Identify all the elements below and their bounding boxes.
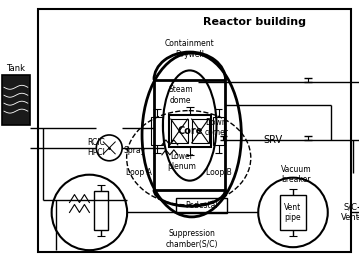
Text: Pedestal: Pedestal — [185, 201, 218, 210]
Bar — [154, 80, 226, 190]
Text: Spray: Spray — [123, 146, 145, 155]
Text: Vacuum
breaker: Vacuum breaker — [280, 165, 311, 184]
Text: Loop B: Loop B — [206, 168, 231, 177]
Text: Steam
dome: Steam dome — [169, 85, 193, 105]
Text: Down
comer: Down comer — [205, 118, 229, 138]
Text: Drywell: Drywell — [175, 50, 204, 58]
Text: Reactor building: Reactor building — [203, 17, 306, 27]
Text: SRV: SRV — [263, 135, 282, 145]
Bar — [38, 9, 351, 252]
Bar — [151, 117, 163, 145]
Text: Containment: Containment — [165, 39, 214, 48]
Bar — [2, 75, 30, 125]
Text: S/C
Vent: S/C Vent — [341, 203, 360, 222]
Bar — [280, 194, 306, 230]
Circle shape — [96, 135, 122, 161]
Text: RCIC
HPCI: RCIC HPCI — [87, 138, 105, 157]
Text: Suppression
chamber(S/C): Suppression chamber(S/C) — [165, 229, 218, 249]
Bar — [213, 117, 225, 145]
Bar — [176, 198, 227, 213]
Text: Loop A: Loop A — [126, 168, 152, 177]
Text: Core: Core — [177, 126, 203, 136]
Text: Lower
plenum: Lower plenum — [168, 152, 196, 171]
Text: Tank: Tank — [6, 64, 25, 73]
Bar — [192, 119, 209, 143]
Bar — [94, 191, 108, 230]
Text: Vent
pipe: Vent pipe — [284, 203, 302, 222]
Bar — [169, 115, 210, 147]
Bar — [171, 119, 188, 143]
